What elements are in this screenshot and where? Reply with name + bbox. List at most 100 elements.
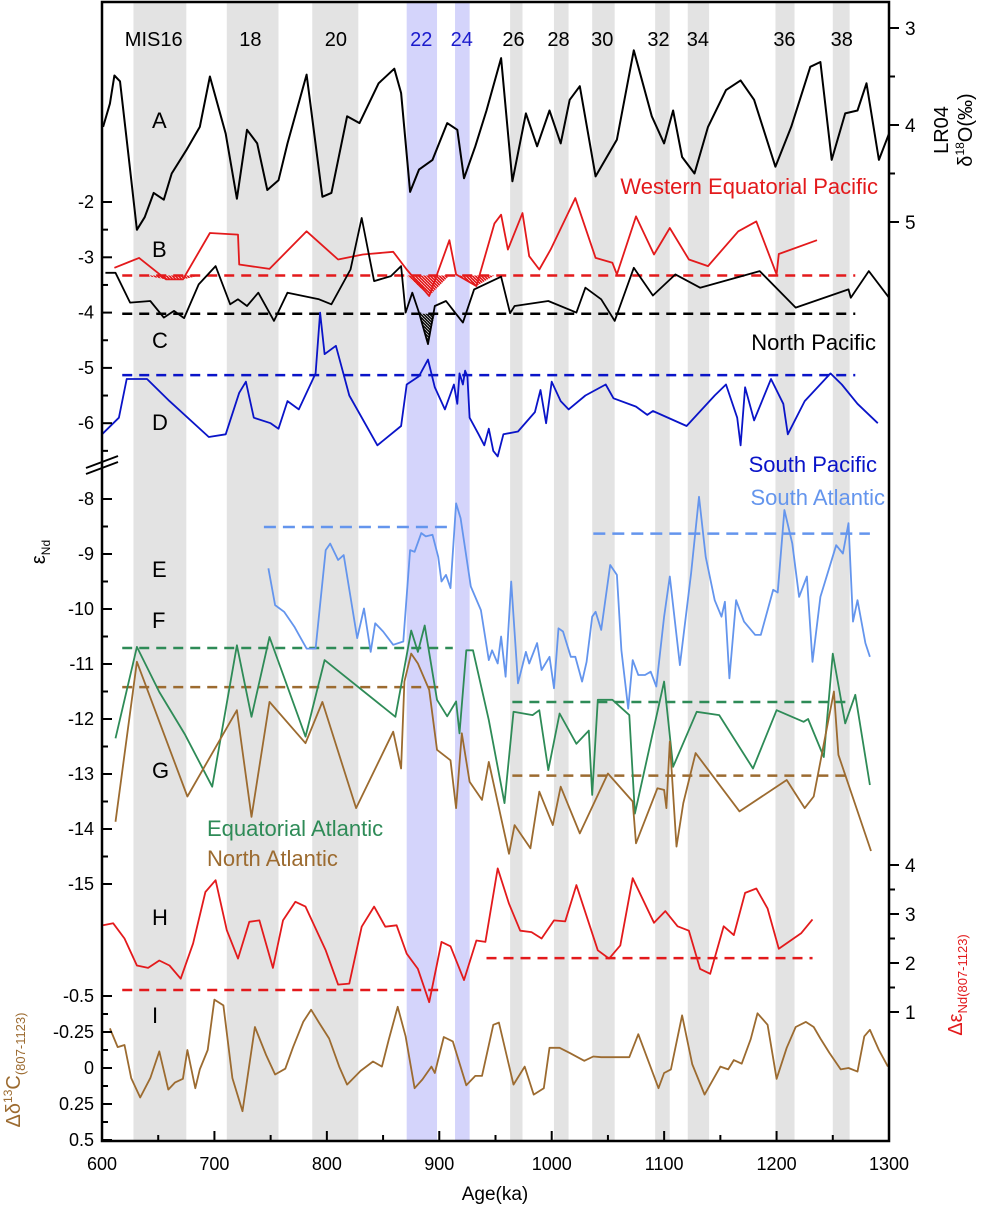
lr04-label: LR04 [931,106,953,154]
y-tick-label-eNd_lower: -9 [78,544,94,564]
y-tick-label-eNd_lower: -12 [68,709,94,729]
panel-letter-F: F [152,608,165,633]
plot-frame [100,0,891,1143]
series-line-F [114,624,871,815]
dend-sub: Nd(807-1123) [955,934,970,1013]
label-south-pacific: South Pacific [749,452,877,477]
label-equatorial-atlantic: Equatorial Atlantic [207,816,383,841]
x-tick-label: 1300 [869,1154,909,1174]
d13c-symbol: Δδ [3,1103,25,1128]
y-tick-label-eNd_lower: -14 [68,819,94,839]
mean-lines [122,274,870,992]
mis-band-26 [510,2,523,1141]
x-tick-label: 800 [312,1154,342,1174]
y-axis-title-end: εNd [28,540,53,564]
y-tick-label-eNd_upper: -6 [78,413,94,433]
mis-labels: MIS16 18 20 22 24 26 28 30 32 34 36 38 [125,29,853,51]
mis-label: 24 [451,29,473,51]
mis-band-18 [226,2,279,1141]
svg-text:ΔεNd(807-1123): ΔεNd(807-1123) [945,934,970,1036]
y-axis-title-d18o: δ18O(‰) [953,93,977,166]
d18o-rest: O(‰) [955,93,977,142]
mis-label: 30 [591,29,613,51]
y-tick-label-d13C: 0.25 [59,1094,94,1114]
x-tick-label: 1200 [757,1154,797,1174]
dend-symbol: Δε [945,1013,967,1035]
series-line-G [114,652,872,855]
series-line-B [114,197,818,297]
x-tick-label: 900 [424,1154,454,1174]
y-tick-label-d13C: -0.25 [53,1022,94,1042]
series-line-H [102,867,814,1004]
axis-break-mark [85,455,119,475]
end-symbol: ε [28,555,50,564]
label-south-atlantic: South Atlantic [750,485,885,510]
fill-below-mean-B [398,275,459,297]
x-axis-title: Age(ka) [462,1184,529,1205]
axis-ticks: 600 700 800 900 1000 1100 1200 1300-2-3-4-5-6-8… [53,19,916,1174]
y-right-tick-label-dEnd: 2 [905,954,916,975]
panel-letter-H: H [152,905,168,930]
mis-band-24 [455,2,470,1141]
y-tick-label-eNd_upper: -2 [78,192,94,212]
mis-label: 18 [239,29,261,51]
mis-band-36 [775,2,795,1141]
y-right-tick-label-dEnd: 3 [905,905,916,926]
series-line-E [267,495,871,710]
mis-label: 34 [687,29,709,51]
mis-band-16 [133,2,187,1141]
end-subscript: Nd [39,540,53,555]
mis-band-30 [592,2,615,1141]
mis-label: MIS16 [125,29,183,51]
svg-text:δ18O(‰): δ18O(‰) [953,93,977,166]
mis-label: 32 [647,29,669,51]
mis-band-32 [655,2,670,1141]
y-tick-label-d13C: 0.5 [69,1130,94,1150]
x-tick-label: 1100 [645,1154,684,1174]
mis-label: 22 [410,29,432,51]
label-western-equatorial-pacific: Western Equatorial Pacific [620,174,878,199]
svg-text:εNd: εNd [28,540,53,564]
panel-letter-C: C [152,328,168,353]
y-tick-label-d13C: -0.5 [63,986,94,1006]
y-axis-title-dend: ΔεNd(807-1123) [945,934,970,1036]
x-tick-label: 1000 [532,1154,572,1174]
y-axis-title-lr04: LR04 [931,106,953,154]
y-right-tick-label-d18O: 3 [905,19,916,40]
mis-bands [133,2,850,1141]
y-tick-label-eNd_lower: -10 [68,599,94,619]
y-tick-label-eNd_lower: -8 [78,489,94,509]
y-tick-label-eNd_lower: -15 [68,874,94,894]
y-right-tick-label-d18O: 4 [905,116,916,137]
mis-band-22 [406,2,438,1141]
panel-letter-B: B [152,237,167,262]
d13c-sup: 13 [1,1089,15,1103]
y-tick-label-eNd_upper: -4 [78,303,94,323]
series-line-C [105,217,890,345]
label-north-pacific: North Pacific [751,330,876,355]
y-right-tick-label-dEnd: 1 [905,1003,916,1024]
mis-label: 28 [547,29,569,51]
series-line-I [109,998,889,1113]
d18o-delta: δ [955,156,977,167]
panel-letter-D: D [152,410,168,435]
d13c-sub: (807-1123) [13,1013,28,1076]
panel-letters: A B C D E F G H I [152,108,169,1028]
mis-label: 38 [831,29,853,51]
mis-band-28 [553,2,569,1141]
x-tick-label: 600 [87,1154,117,1174]
y-tick-label-eNd_upper: -5 [78,358,94,378]
panel-letter-E: E [152,557,167,582]
mis-band-20 [312,2,359,1141]
y-right-tick-label-d18O: 5 [905,213,916,234]
mis-label: 36 [773,29,795,51]
svg-text:Δδ13C(807-1123): Δδ13C(807-1123) [1,1013,28,1128]
x-tick-label: 700 [199,1154,229,1174]
y-tick-label-eNd_lower: -11 [69,654,94,674]
y-tick-label-eNd_lower: -13 [68,764,94,784]
d13c-c: C [3,1075,25,1089]
series-line-A [102,49,890,231]
mis-label: 26 [502,29,524,51]
panel-letter-A: A [152,108,167,133]
